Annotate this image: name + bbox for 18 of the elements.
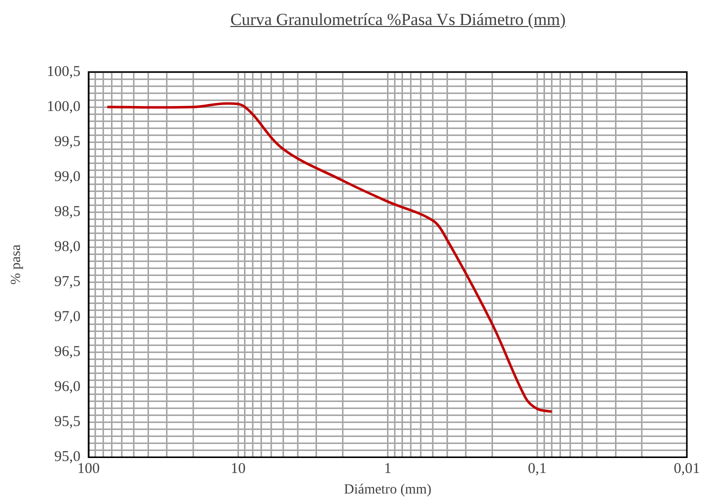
y-tick-label: 96,5	[54, 344, 81, 360]
y-tick-label: 98,5	[54, 204, 81, 220]
y-tick-label: 100,5	[46, 64, 81, 80]
y-tick-label: 95,5	[54, 414, 81, 430]
y-tick-label: 100,0	[46, 98, 81, 115]
x-tick-label: 0,01	[674, 461, 700, 478]
x-axis-title: Diámetro (mm)	[344, 482, 432, 498]
y-tick-label: 99,5	[54, 134, 81, 150]
x-tick-label: 10	[230, 461, 246, 478]
x-tick-label: 1	[384, 461, 392, 478]
y-tick-label: 97,5	[54, 274, 81, 290]
y-tick-label: 99,0	[54, 168, 81, 185]
y-tick-label: 98,0	[54, 239, 81, 256]
chart-title: Curva Granulometríca %Pasa Vs Diámetro (mm)	[229, 10, 567, 30]
y-tick-label: 96,0	[54, 379, 81, 396]
y-axis-title: % pasa	[9, 244, 24, 285]
x-tick-label: 0,1	[528, 461, 547, 478]
y-tick-label: 97,0	[54, 309, 81, 326]
